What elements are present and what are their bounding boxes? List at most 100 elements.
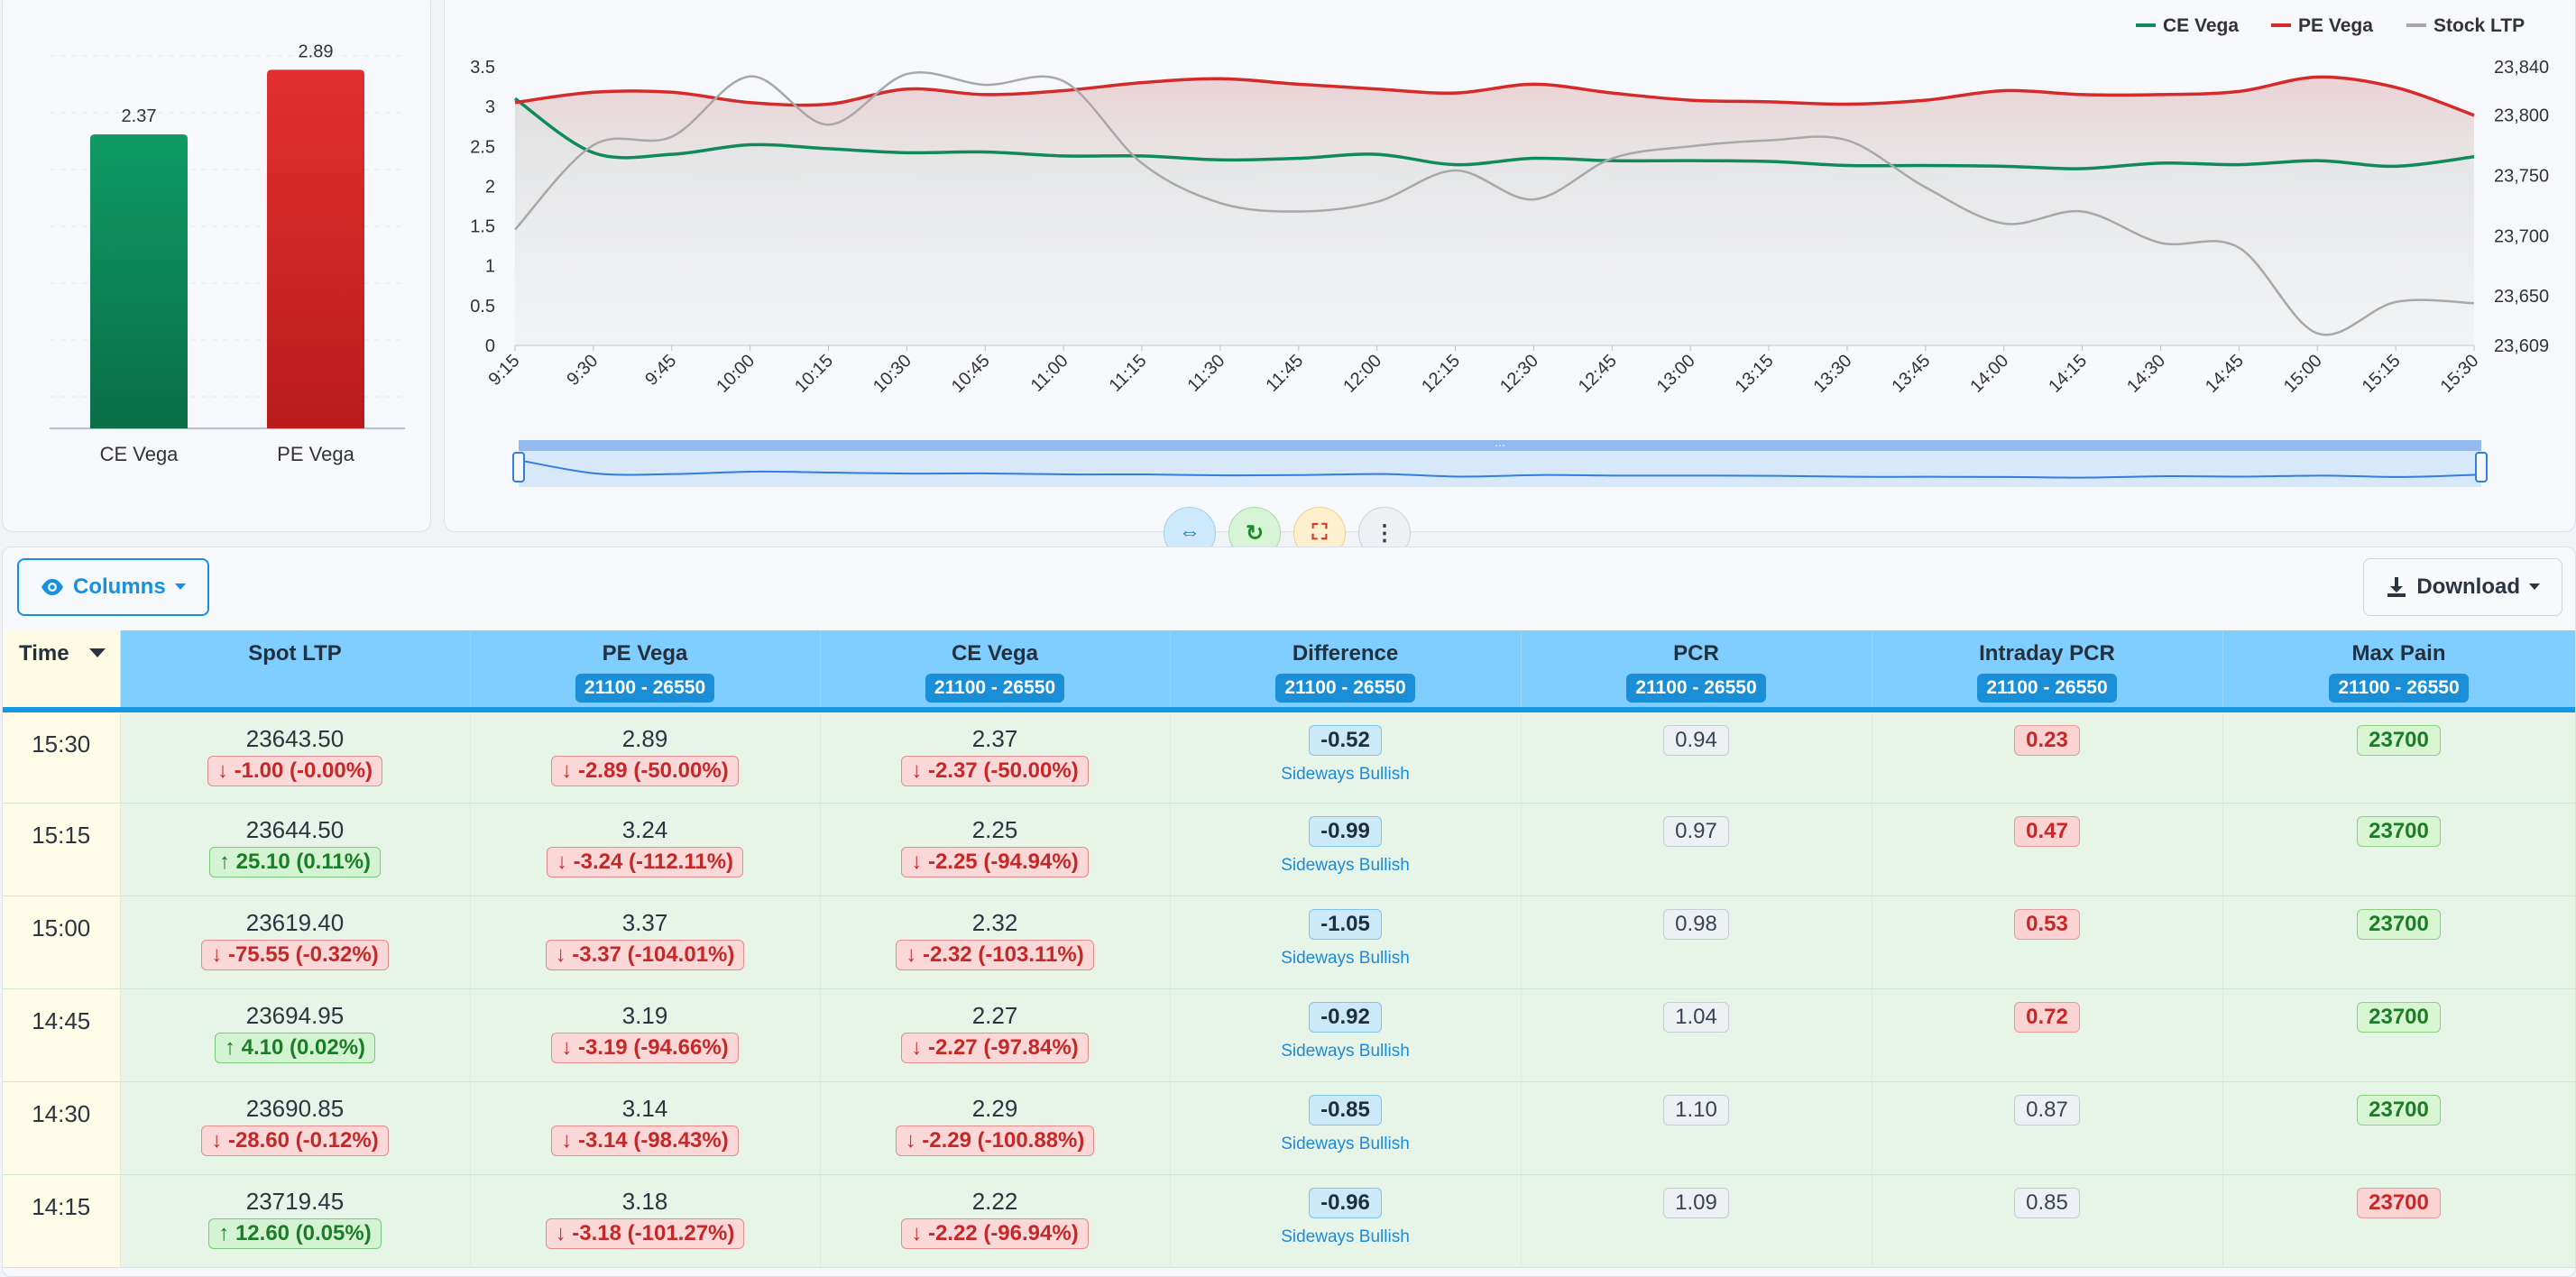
legend-label[interactable]: Stock LTP [2433,15,2525,36]
legend-label[interactable]: PE Vega [2298,15,2373,36]
x-tick-label: 10:45 [948,351,994,397]
download-button[interactable]: Download [2363,558,2562,616]
signal-label: Sideways Bullish [1281,1041,1410,1061]
signal-label: Sideways Bullish [1281,948,1410,968]
time-cell: 15:30 [3,710,121,804]
spot-ltp-cell: 23644.50 ↑ 25.10 (0.11%) [120,803,471,896]
table-row[interactable]: 14:15 23719.45 ↑ 12.60 (0.05%) 3.18 ↓ -3.18 … [3,1174,2575,1268]
vega-data-table-card: Columns Download Time Spot LTP PE Vega 21… [2,547,2576,1277]
table-row[interactable]: 15:15 23644.50 ↑ 25.10 (0.11%) 3.24 ↓ -3.24 … [3,803,2575,896]
table-row[interactable]: 14:30 23690.85 ↓ -28.60 (-0.12%) 3.14 ↓ -3.1… [3,1081,2575,1175]
table-row[interactable]: 15:00 23619.40 ↓ -75.55 (-0.32%) 3.37 ↓ -3.3… [3,896,2575,989]
columns-button[interactable]: Columns [17,558,209,616]
intraday-pcr-cell: 0.53 [1872,896,2223,989]
intraday-pcr-cell: 0.23 [1872,710,2223,804]
pcr-cell: 1.09 [1521,1174,1872,1268]
ce-vega-change-badge: ↓ -2.29 (-100.88%) [895,1125,1095,1156]
ce-vega-cell: 2.32 ↓ -2.32 (-103.11%) [820,896,1171,989]
column-header-ce-vega[interactable]: CE Vega 21100 - 26550 [820,630,1171,712]
spot-ltp-cell: 23719.45 ↑ 12.60 (0.05%) [120,1174,471,1268]
x-tick-label: 14:15 [2045,351,2091,397]
time-value: 15:30 [32,730,91,758]
signal-label: Sideways Bullish [1281,765,1410,784]
x-tick-label: 13:30 [1810,351,1856,397]
x-tick-label: 11:15 [1106,351,1151,396]
x-tick-label: 10:15 [791,351,837,397]
bar-category-label: PE Vega [277,443,354,465]
column-header-pcr[interactable]: PCR 21100 - 26550 [1521,630,1872,712]
ce-vega-value: 2.32 [971,908,1018,936]
sort-desc-icon[interactable] [88,648,106,657]
difference-badge: -0.96 [1309,1187,1382,1218]
pe-vega-cell: 2.89 ↓ -2.89 (-50.00%) [470,710,821,804]
ce-vega-change-badge: ↓ -2.32 (-103.11%) [896,939,1094,970]
x-tick-label: 10:00 [713,351,759,397]
y-right-tick-label: 23,650 [2494,287,2549,307]
difference-cell: -0.85 Sideways Bullish [1170,1081,1522,1175]
strike-range-badge: 21100 - 26550 [925,674,1065,703]
x-tick-label: 12:30 [1496,351,1542,397]
pe-vega-value: 3.37 [621,908,668,936]
column-header-time[interactable]: Time [3,630,121,712]
strike-range-badge: 21100 - 26550 [1977,674,2117,703]
pan-icon: ⇔ [1179,520,1201,545]
legend-label[interactable]: CE Vega [2163,15,2239,36]
intraday-pcr-badge: 0.47 [2014,815,2080,847]
x-tick-label: 12:45 [1575,351,1621,397]
ce-vega-cell: 2.25 ↓ -2.25 (-94.94%) [820,803,1171,896]
ce-vega-value: 2.27 [971,1001,1018,1029]
bar-ce-vega[interactable] [90,133,188,429]
x-tick-label: 14:45 [2202,351,2248,397]
pcr-badge: 0.97 [1663,815,1729,847]
time-value: 14:15 [32,1192,91,1220]
column-header-intraday-pcr[interactable]: Intraday PCR 21100 - 26550 [1872,630,2223,712]
difference-cell: -1.05 Sideways Bullish [1170,896,1522,989]
ce-vega-cell: 2.29 ↓ -2.29 (-100.88%) [820,1081,1171,1175]
bar-pe-vega[interactable] [267,69,364,428]
download-icon [2387,577,2406,597]
ce-vega-cell: 2.22 ↓ -2.22 (-96.94%) [820,1174,1171,1268]
time-value: 15:00 [32,914,91,942]
column-header-pe-vega[interactable]: PE Vega 21100 - 26550 [470,630,821,712]
pe-vega-value: 3.24 [621,815,668,843]
max-pain-cell: 23700 [2222,896,2575,989]
column-header-max-pain[interactable]: Max Pain 21100 - 26550 [2222,630,2575,712]
ce-vega-cell: 2.27 ↓ -2.27 (-97.84%) [820,988,1171,1082]
series-line-ce-vega[interactable] [514,96,2475,170]
table-row[interactable]: 14:45 23694.95 ↑ 4.10 (0.02%) 3.19 ↓ -3.19 (… [3,988,2575,1082]
table-row[interactable]: 15:30 23643.50 ↓ -1.00 (-0.00%) 2.89 ↓ -2.89… [3,710,2575,804]
difference-badge: -0.99 [1309,815,1382,847]
intraday-pcr-badge: 0.72 [2014,1001,2080,1033]
x-tick-label: 15:30 [2437,351,2483,397]
y-right-tick-label: 23,750 [2494,166,2549,186]
y-left-tick-label: 0 [485,336,495,356]
series-line-stock-ltp[interactable] [514,71,2475,336]
series-line-pe-vega[interactable] [514,75,2475,117]
x-tick-label: 11:30 [1184,351,1229,396]
eye-icon [41,579,63,595]
navigator-scrollbar[interactable] [519,440,2481,451]
spot-ltp-cell: 23643.50 ↓ -1.00 (-0.00%) [120,710,471,804]
x-tick-label: 15:15 [2359,351,2405,397]
vega-bar-chart: 2.37 CE Vega 2.89 PE Vega [50,41,405,465]
header-label: PE Vega [602,641,688,666]
spot-ltp-value: 23719.45 [245,1187,345,1215]
table-header-row: Time Spot LTP PE Vega 21100 - 26550 CE Ve… [3,630,2575,712]
header-label: Intraday PCR [1979,641,2115,666]
navigator-right-handle[interactable] [2475,452,2488,482]
header-label: PCR [1673,641,1719,666]
y-right-tick-label: 23,840 [2494,58,2549,78]
pe-vega-change-badge: ↓ -2.89 (-50.00%) [551,756,739,786]
spot-change-badge: ↑ 4.10 (0.02%) [214,1032,376,1063]
x-tick-label: 14:00 [1966,351,2012,397]
spot-ltp-value: 23690.85 [245,1094,345,1122]
ce-vega-change-badge: ↓ -2.27 (-97.84%) [901,1032,1089,1063]
navigator-left-handle[interactable] [512,452,525,482]
bar-value-label: 2.37 [122,106,157,126]
x-tick-label: 15:00 [2280,351,2326,397]
difference-badge: -0.92 [1309,1001,1382,1033]
pe-vega-change-badge: ↓ -3.14 (-98.43%) [551,1125,739,1156]
column-header-spot-ltp[interactable]: Spot LTP [120,630,471,712]
column-header-difference[interactable]: Difference 21100 - 26550 [1170,630,1522,712]
ce-vega-value: 2.25 [971,815,1018,843]
